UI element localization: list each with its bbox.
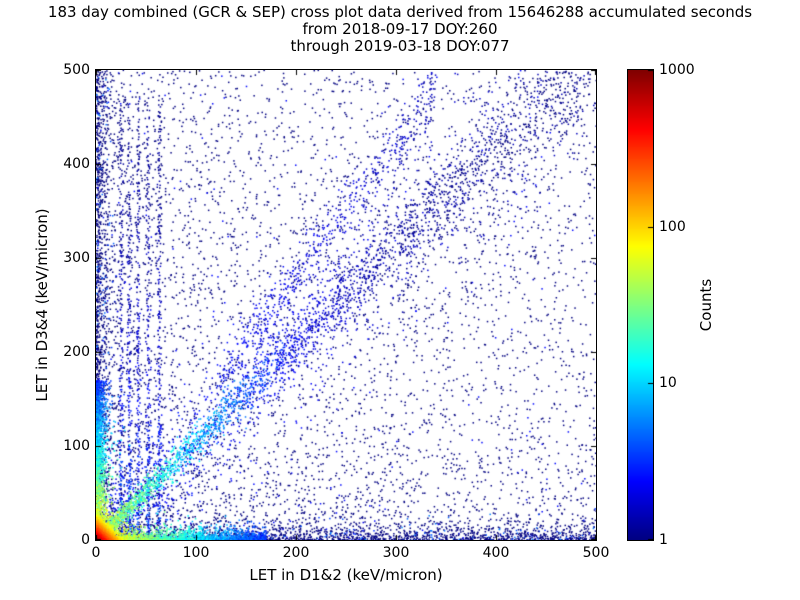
- x-tick-label: 300: [382, 545, 410, 561]
- plot-area: [95, 69, 597, 541]
- x-tick-label: 100: [182, 545, 210, 561]
- x-tick-label: 0: [91, 545, 101, 561]
- y-tick-label: 100: [63, 438, 90, 454]
- y-tick-label: 500: [63, 62, 90, 78]
- y-tick-label: 200: [63, 344, 90, 360]
- colorbar-tick-label: 1000: [659, 62, 695, 78]
- x-tick-label: 400: [482, 545, 510, 561]
- x-axis-label: LET in D1&2 (keV/micron): [249, 566, 443, 584]
- x-tick-label: 200: [282, 545, 310, 561]
- colorbar-tick-label: 10: [659, 375, 677, 392]
- chart-title: 183 day combined (GCR & SEP) cross plot …: [0, 4, 800, 55]
- chart-title-line1: 183 day combined (GCR & SEP) cross plot …: [47, 3, 753, 21]
- colorbar-tick-label: 100: [659, 218, 686, 235]
- chart-title-line2: from 2018-09-17 DOY:260: [302, 20, 498, 38]
- colorbar-gradient: [628, 70, 653, 540]
- colorbar-tick-label: 1: [659, 532, 668, 548]
- chart-title-line3: through 2019-03-18 DOY:077: [290, 37, 510, 55]
- colorbar-label: Counts: [697, 278, 715, 332]
- scatter-plot-canvas: [96, 70, 596, 540]
- y-tick-label: 300: [63, 250, 90, 266]
- colorbar: [627, 69, 654, 541]
- y-axis-label: LET in D3&4 (keV/micron): [33, 208, 51, 402]
- x-tick-label: 500: [582, 545, 610, 561]
- y-tick-label: 0: [81, 532, 90, 548]
- y-tick-label: 400: [63, 156, 90, 172]
